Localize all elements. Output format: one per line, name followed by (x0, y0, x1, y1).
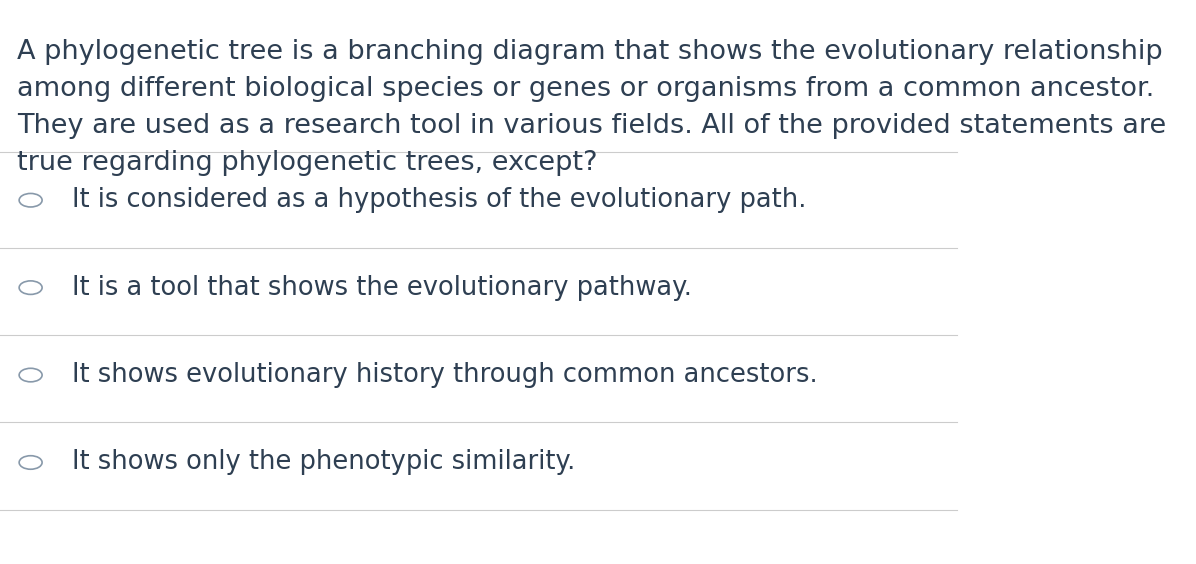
Text: It shows evolutionary history through common ancestors.: It shows evolutionary history through co… (72, 362, 817, 388)
Text: A phylogenetic tree is a branching diagram that shows the evolutionary relations: A phylogenetic tree is a branching diagr… (17, 39, 1166, 177)
Text: It is considered as a hypothesis of the evolutionary path.: It is considered as a hypothesis of the … (72, 187, 806, 213)
Text: It shows only the phenotypic similarity.: It shows only the phenotypic similarity. (72, 450, 575, 475)
Text: It is a tool that shows the evolutionary pathway.: It is a tool that shows the evolutionary… (72, 275, 691, 301)
